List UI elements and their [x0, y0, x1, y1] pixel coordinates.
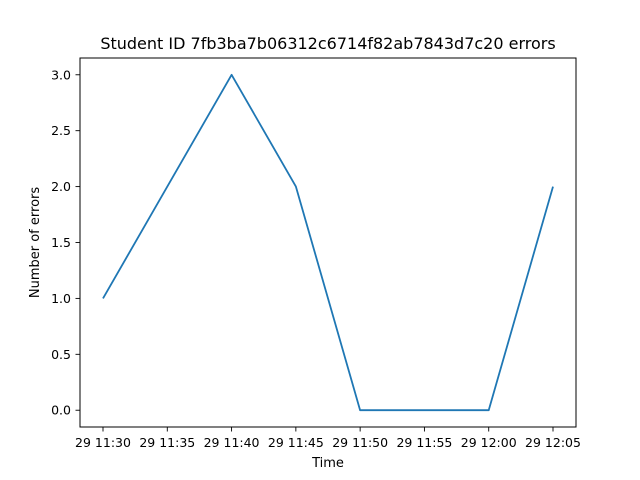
y-tick-label: 2.0 — [51, 179, 71, 194]
y-tick-label: 1.0 — [51, 291, 71, 306]
y-tick-label: 0.0 — [51, 403, 71, 418]
x-tick-label: 29 11:35 — [139, 435, 195, 450]
y-tick-label: 1.5 — [51, 235, 71, 250]
y-axis-label: Number of errors — [28, 187, 43, 298]
y-tick-label: 2.5 — [51, 123, 71, 138]
x-tick-label: 29 12:00 — [461, 435, 517, 450]
series-line — [102, 73, 554, 412]
y-tick-label: 0.5 — [51, 347, 71, 362]
y-tick-label: 3.0 — [51, 67, 71, 82]
x-tick-label: 29 11:30 — [75, 435, 131, 450]
y-axis-ticks: 0.0 0.5 1.0 1.5 2.0 2.5 3.0 — [51, 67, 80, 418]
plot-area — [79, 57, 577, 428]
chart-title: Student ID 7fb3ba7b06312c6714f82ab7843d7… — [100, 34, 555, 53]
x-axis-label: Time — [311, 456, 344, 471]
x-tick-label: 29 11:40 — [204, 435, 260, 450]
x-tick-label: 29 12:05 — [525, 435, 581, 450]
x-tick-label: 29 11:55 — [396, 435, 452, 450]
x-tick-label: 29 11:50 — [332, 435, 388, 450]
x-tick-label: 29 11:45 — [268, 435, 324, 450]
x-axis-ticks: 29 11:30 29 11:35 29 11:40 29 11:45 29 11:50… — [75, 427, 581, 450]
